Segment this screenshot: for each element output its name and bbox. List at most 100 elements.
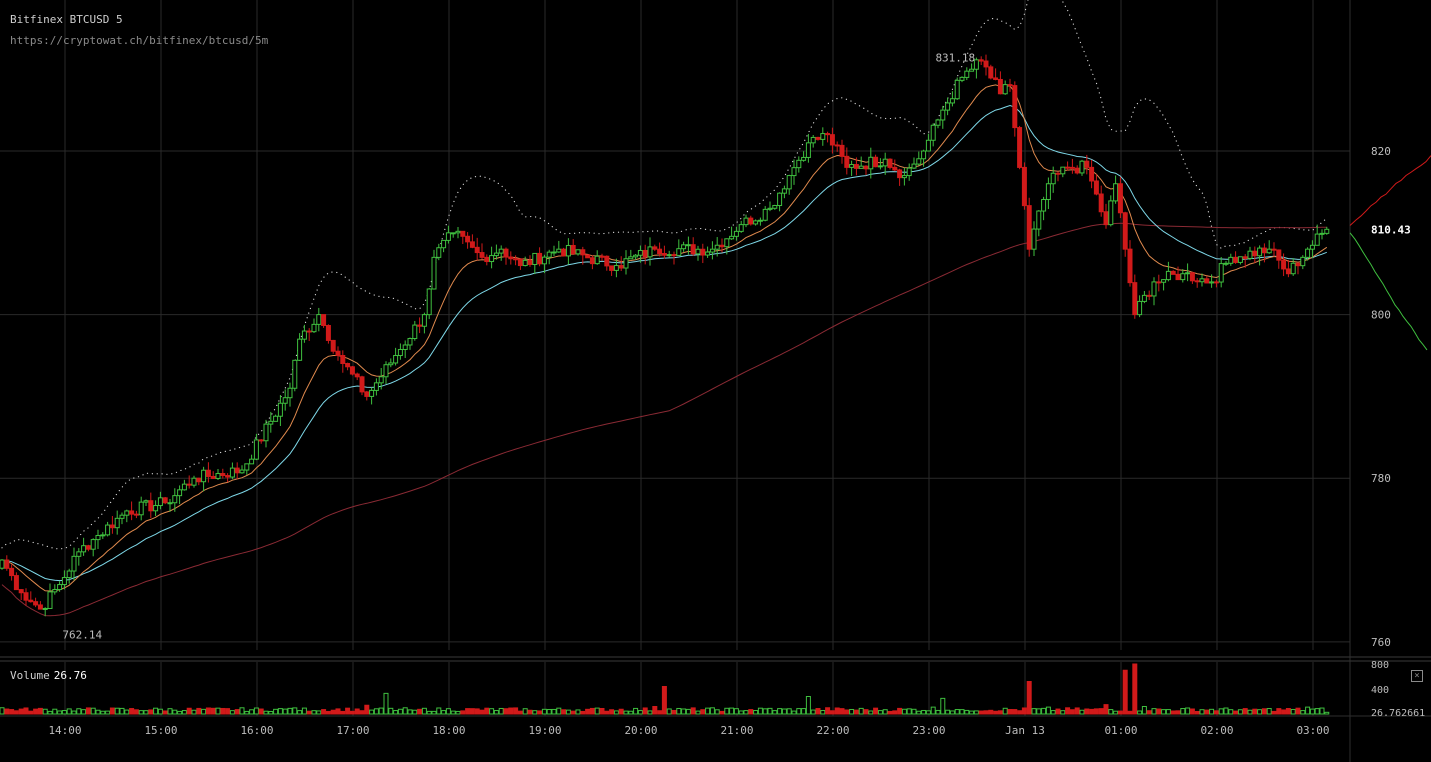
volume-bar[interactable] [1252,708,1258,715]
candle[interactable] [1017,125,1023,170]
candle[interactable] [4,555,10,571]
candle[interactable] [455,226,461,239]
candle[interactable] [1223,261,1229,267]
volume-bar[interactable] [1103,704,1109,715]
volume-bar[interactable] [1093,708,1099,715]
volume-bar[interactable] [772,710,778,715]
candle[interactable] [858,156,864,169]
volume-bar[interactable] [1218,708,1224,715]
volume-bar[interactable] [263,710,269,715]
volume-bar[interactable] [397,708,403,715]
candle[interactable] [1281,253,1287,277]
volume-bar[interactable] [930,706,936,715]
candle[interactable] [690,237,696,256]
volume-bar[interactable] [1151,708,1157,715]
candle[interactable] [181,479,187,491]
volume-bar[interactable] [781,708,787,715]
candle[interactable] [383,361,389,385]
volume-bar[interactable] [378,707,384,715]
volume-bar[interactable] [407,709,413,715]
volume-bar[interactable] [1257,709,1263,715]
volume-bar[interactable] [1271,710,1277,715]
candle[interactable] [47,583,53,609]
volume-bar[interactable] [66,708,72,715]
volume-bar[interactable] [1281,709,1287,715]
candle[interactable] [138,496,144,521]
candle[interactable] [1012,81,1018,137]
candle[interactable] [1324,226,1330,235]
candle[interactable] [892,159,898,172]
volume-bar[interactable] [1165,709,1171,715]
candle[interactable] [157,491,163,510]
candle[interactable] [1161,279,1167,291]
candle[interactable] [743,214,749,228]
candle[interactable] [1041,196,1047,221]
candle[interactable] [1146,290,1152,300]
volume-bar[interactable] [873,707,879,715]
candle[interactable] [287,382,293,407]
candle[interactable] [733,226,739,241]
volume-bar[interactable] [268,710,274,715]
volume-bar[interactable] [733,708,739,715]
candle[interactable] [109,516,115,534]
volume-bar[interactable] [522,708,528,715]
candle[interactable] [436,243,442,261]
candle[interactable] [738,220,744,233]
candle[interactable] [229,462,235,480]
candle[interactable] [829,127,835,154]
volume-bar[interactable] [335,708,341,715]
candle[interactable] [479,243,485,260]
volume-bar[interactable] [220,707,226,715]
candle[interactable] [709,241,715,260]
candle[interactable] [1290,258,1296,276]
candle[interactable] [551,245,557,257]
candle[interactable] [277,394,283,426]
volume-bar[interactable] [949,710,955,715]
volume-bar[interactable] [1305,706,1311,715]
candle[interactable] [167,499,173,512]
volume-bar[interactable] [978,710,984,715]
volume-bar[interactable] [757,707,763,715]
candle[interactable] [1209,274,1215,288]
volume-bar[interactable] [1228,709,1234,715]
volume-bar[interactable] [988,709,994,715]
volume-bar[interactable] [709,707,715,715]
candle[interactable] [66,568,72,584]
volume-bar[interactable] [133,709,139,715]
candle[interactable] [57,581,63,592]
volume-bar[interactable] [805,696,811,715]
candle[interactable] [772,204,778,210]
candle[interactable] [556,240,562,253]
volume-bar[interactable] [901,708,907,715]
candle[interactable] [316,307,322,332]
candle[interactable] [148,492,154,519]
volume-bar[interactable] [489,708,495,715]
volume-bar[interactable] [47,710,53,715]
volume-bar[interactable] [791,710,797,715]
volume-bar[interactable] [388,707,394,715]
candle[interactable] [1213,279,1219,288]
candle[interactable] [585,254,591,259]
volume-bar[interactable] [0,707,5,715]
volume-bar[interactable] [657,710,663,715]
volume-bar[interactable] [1290,708,1296,715]
volume-bar[interactable] [13,710,19,715]
candle[interactable] [402,340,408,358]
volume-bar[interactable] [421,707,427,715]
candle[interactable] [906,163,912,181]
candle[interactable] [489,246,495,269]
volume-bar[interactable] [277,708,283,715]
volume-bar[interactable] [484,707,490,715]
candle[interactable] [220,468,226,479]
candle[interactable] [335,346,341,361]
candle[interactable] [925,133,931,152]
candle[interactable] [13,572,19,591]
volume-bar[interactable] [1031,708,1037,715]
volume-bar[interactable] [249,709,255,715]
volume-bar[interactable] [834,707,840,715]
volume-bar[interactable] [940,697,946,715]
volume-bar[interactable] [417,708,423,715]
candle[interactable] [849,160,855,176]
